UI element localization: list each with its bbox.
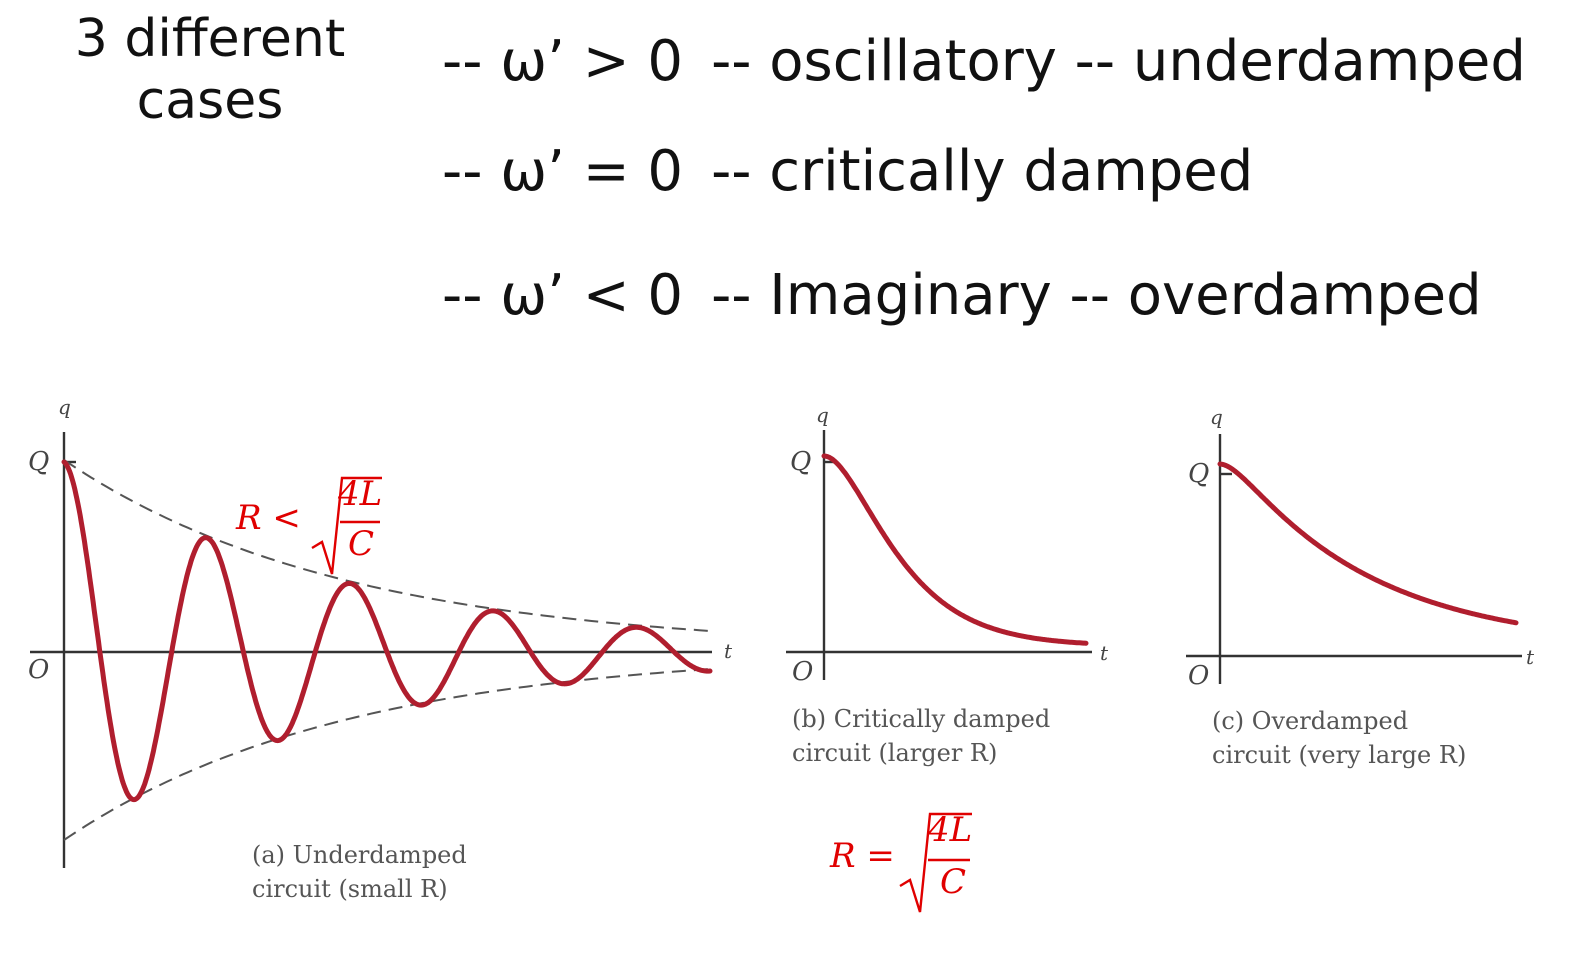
caption-overdamped: (c) Overdamped circuit (very large R) (1212, 704, 1466, 772)
radical-sign (899, 812, 972, 913)
caption-line: circuit (larger R) (792, 739, 998, 767)
critically-damped-curve (821, 453, 1089, 646)
case-condition: -- ω’ > 0 (442, 29, 684, 94)
section-heading: 3 different cases (74, 9, 346, 131)
caption-line: (a) Underdamped (252, 841, 467, 869)
case-underdamped: -- ω’ > 0 -- oscillatory -- underdamped (442, 30, 1526, 94)
formula-lhs: R < (236, 498, 301, 538)
caption-line: circuit (small R) (252, 875, 448, 903)
caption-line: (c) Overdamped (1212, 707, 1409, 735)
y-axis-label: q (816, 403, 829, 427)
radical-sign (311, 476, 382, 575)
caption-underdamped: (a) Underdamped circuit (small R) (252, 838, 467, 906)
plot-underdamped: q Q t O (28, 395, 733, 868)
upper-envelope (63, 459, 711, 632)
x-axis-label: t (1100, 641, 1109, 665)
overdamped-curve (1217, 461, 1519, 626)
formula-underdamped: R < 4L C (236, 470, 396, 580)
y-axis-label: q (1210, 405, 1223, 429)
origin-label: O (1188, 661, 1209, 691)
formula-denominator: C (940, 862, 967, 902)
formula-critical: R = 4L C (830, 806, 990, 918)
formula-numerator: 4L (928, 810, 973, 850)
case-condition: -- ω’ = 0 (442, 139, 684, 204)
origin-label: O (28, 655, 49, 685)
formula-lhs: R = (830, 836, 895, 876)
case-condition: -- ω’ < 0 (442, 263, 684, 328)
caption-line: (b) Critically damped (792, 705, 1051, 733)
y-axis-label: q (58, 395, 71, 419)
case-description: -- Imaginary -- overdamped (711, 263, 1482, 328)
formula-numerator: 4L (338, 474, 383, 514)
formula-denominator: C (348, 524, 375, 564)
lower-envelope (63, 668, 711, 841)
plot-overdamped: q Q t O (1186, 405, 1535, 691)
underdamped-curve (61, 459, 713, 803)
origin-label: O (792, 657, 813, 687)
y-tick-label: Q (28, 447, 49, 477)
case-critical: -- ω’ = 0 -- critically damped (442, 140, 1253, 204)
y-tick-label: Q (790, 447, 811, 477)
x-axis-label: t (1526, 645, 1535, 669)
plot-critically-damped: q Q t O (786, 403, 1109, 687)
case-description: -- critically damped (711, 139, 1254, 204)
caption-critically-damped: (b) Critically damped circuit (larger R) (792, 702, 1050, 770)
y-tick-label: Q (1188, 459, 1209, 489)
case-overdamped: -- ω’ < 0 -- Imaginary -- overdamped (442, 264, 1482, 328)
case-description: -- oscillatory -- underdamped (711, 29, 1526, 94)
caption-line: circuit (very large R) (1212, 741, 1467, 769)
x-axis-label: t (724, 639, 733, 663)
